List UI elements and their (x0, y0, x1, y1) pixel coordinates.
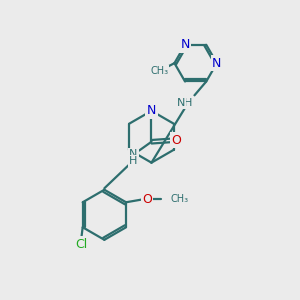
Text: N: N (176, 98, 185, 108)
Text: H: H (184, 98, 192, 108)
Text: N: N (129, 149, 137, 159)
Text: N: N (212, 57, 221, 70)
Text: O: O (171, 134, 181, 147)
Text: CH₃: CH₃ (170, 194, 188, 204)
Text: CH₃: CH₃ (150, 66, 168, 76)
Text: O: O (142, 193, 152, 206)
Text: Cl: Cl (75, 238, 87, 251)
Text: N: N (147, 104, 156, 117)
Text: H: H (129, 157, 137, 166)
Text: N: N (180, 38, 190, 51)
